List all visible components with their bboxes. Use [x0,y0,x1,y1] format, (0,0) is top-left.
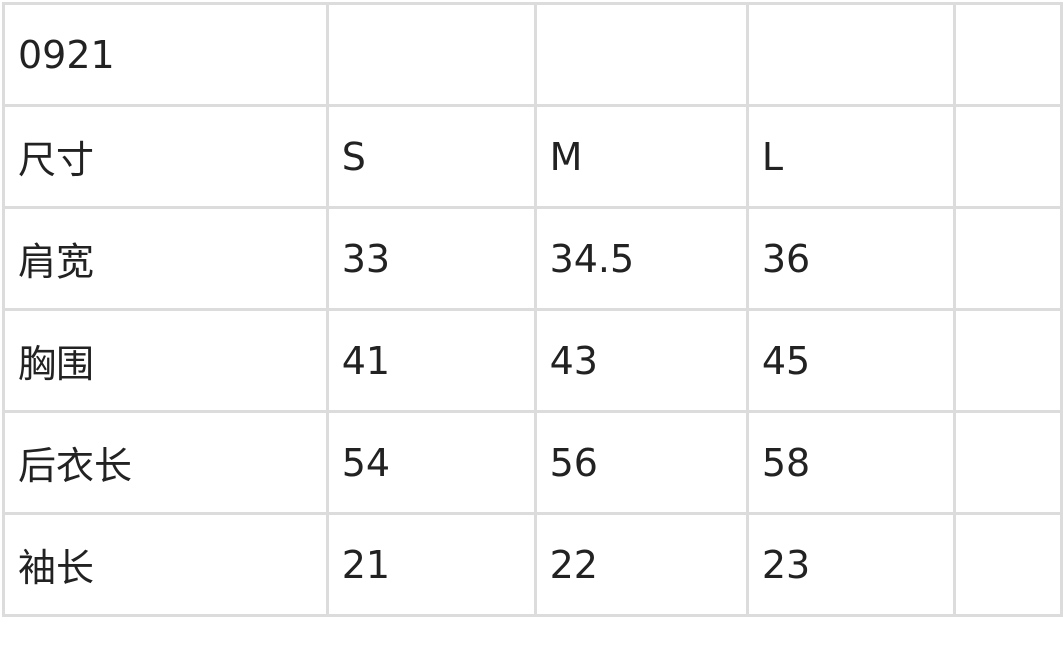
header-row: 尺寸 S M L [2,104,1063,209]
value-cell: L [745,104,956,209]
value-cell: S [325,104,537,209]
value-cell [745,2,956,107]
row-label-cell: 尺寸 [2,104,329,209]
value-cell: 36 [745,206,956,311]
value-cell: 56 [533,410,749,515]
value-cell: 41 [325,308,537,413]
table-row: 肩宽 33 34.5 36 [2,206,1063,311]
empty-cell [952,2,1063,107]
row-label-cell: 后衣长 [2,410,329,515]
empty-cell [952,206,1063,311]
value-cell: 58 [745,410,956,515]
row-label-cell: 0921 [2,2,329,107]
value-cell [533,2,749,107]
table-row: 袖长 21 22 23 [2,512,1063,617]
value-cell: 22 [533,512,749,617]
table-row: 胸围 41 43 45 [2,308,1063,413]
row-label-cell: 胸围 [2,308,329,413]
empty-cell [952,308,1063,413]
value-cell: M [533,104,749,209]
row-label-cell: 肩宽 [2,206,329,311]
value-cell: 33 [325,206,537,311]
value-cell: 45 [745,308,956,413]
row-label-cell: 袖长 [2,512,329,617]
value-cell: 43 [533,308,749,413]
empty-cell [952,104,1063,209]
value-cell: 34.5 [533,206,749,311]
value-cell: 21 [325,512,537,617]
title-row: 0921 [2,2,1063,107]
value-cell: 23 [745,512,956,617]
empty-cell [952,410,1063,515]
empty-cell [952,512,1063,617]
table-row: 后衣长 54 56 58 [2,410,1063,515]
value-cell [325,2,537,107]
size-chart-table: 0921 尺寸 S M L 肩宽 33 34.5 36 胸围 41 43 45 后衣长 54 56 58 袖长 21… [2,2,1063,617]
value-cell: 54 [325,410,537,515]
